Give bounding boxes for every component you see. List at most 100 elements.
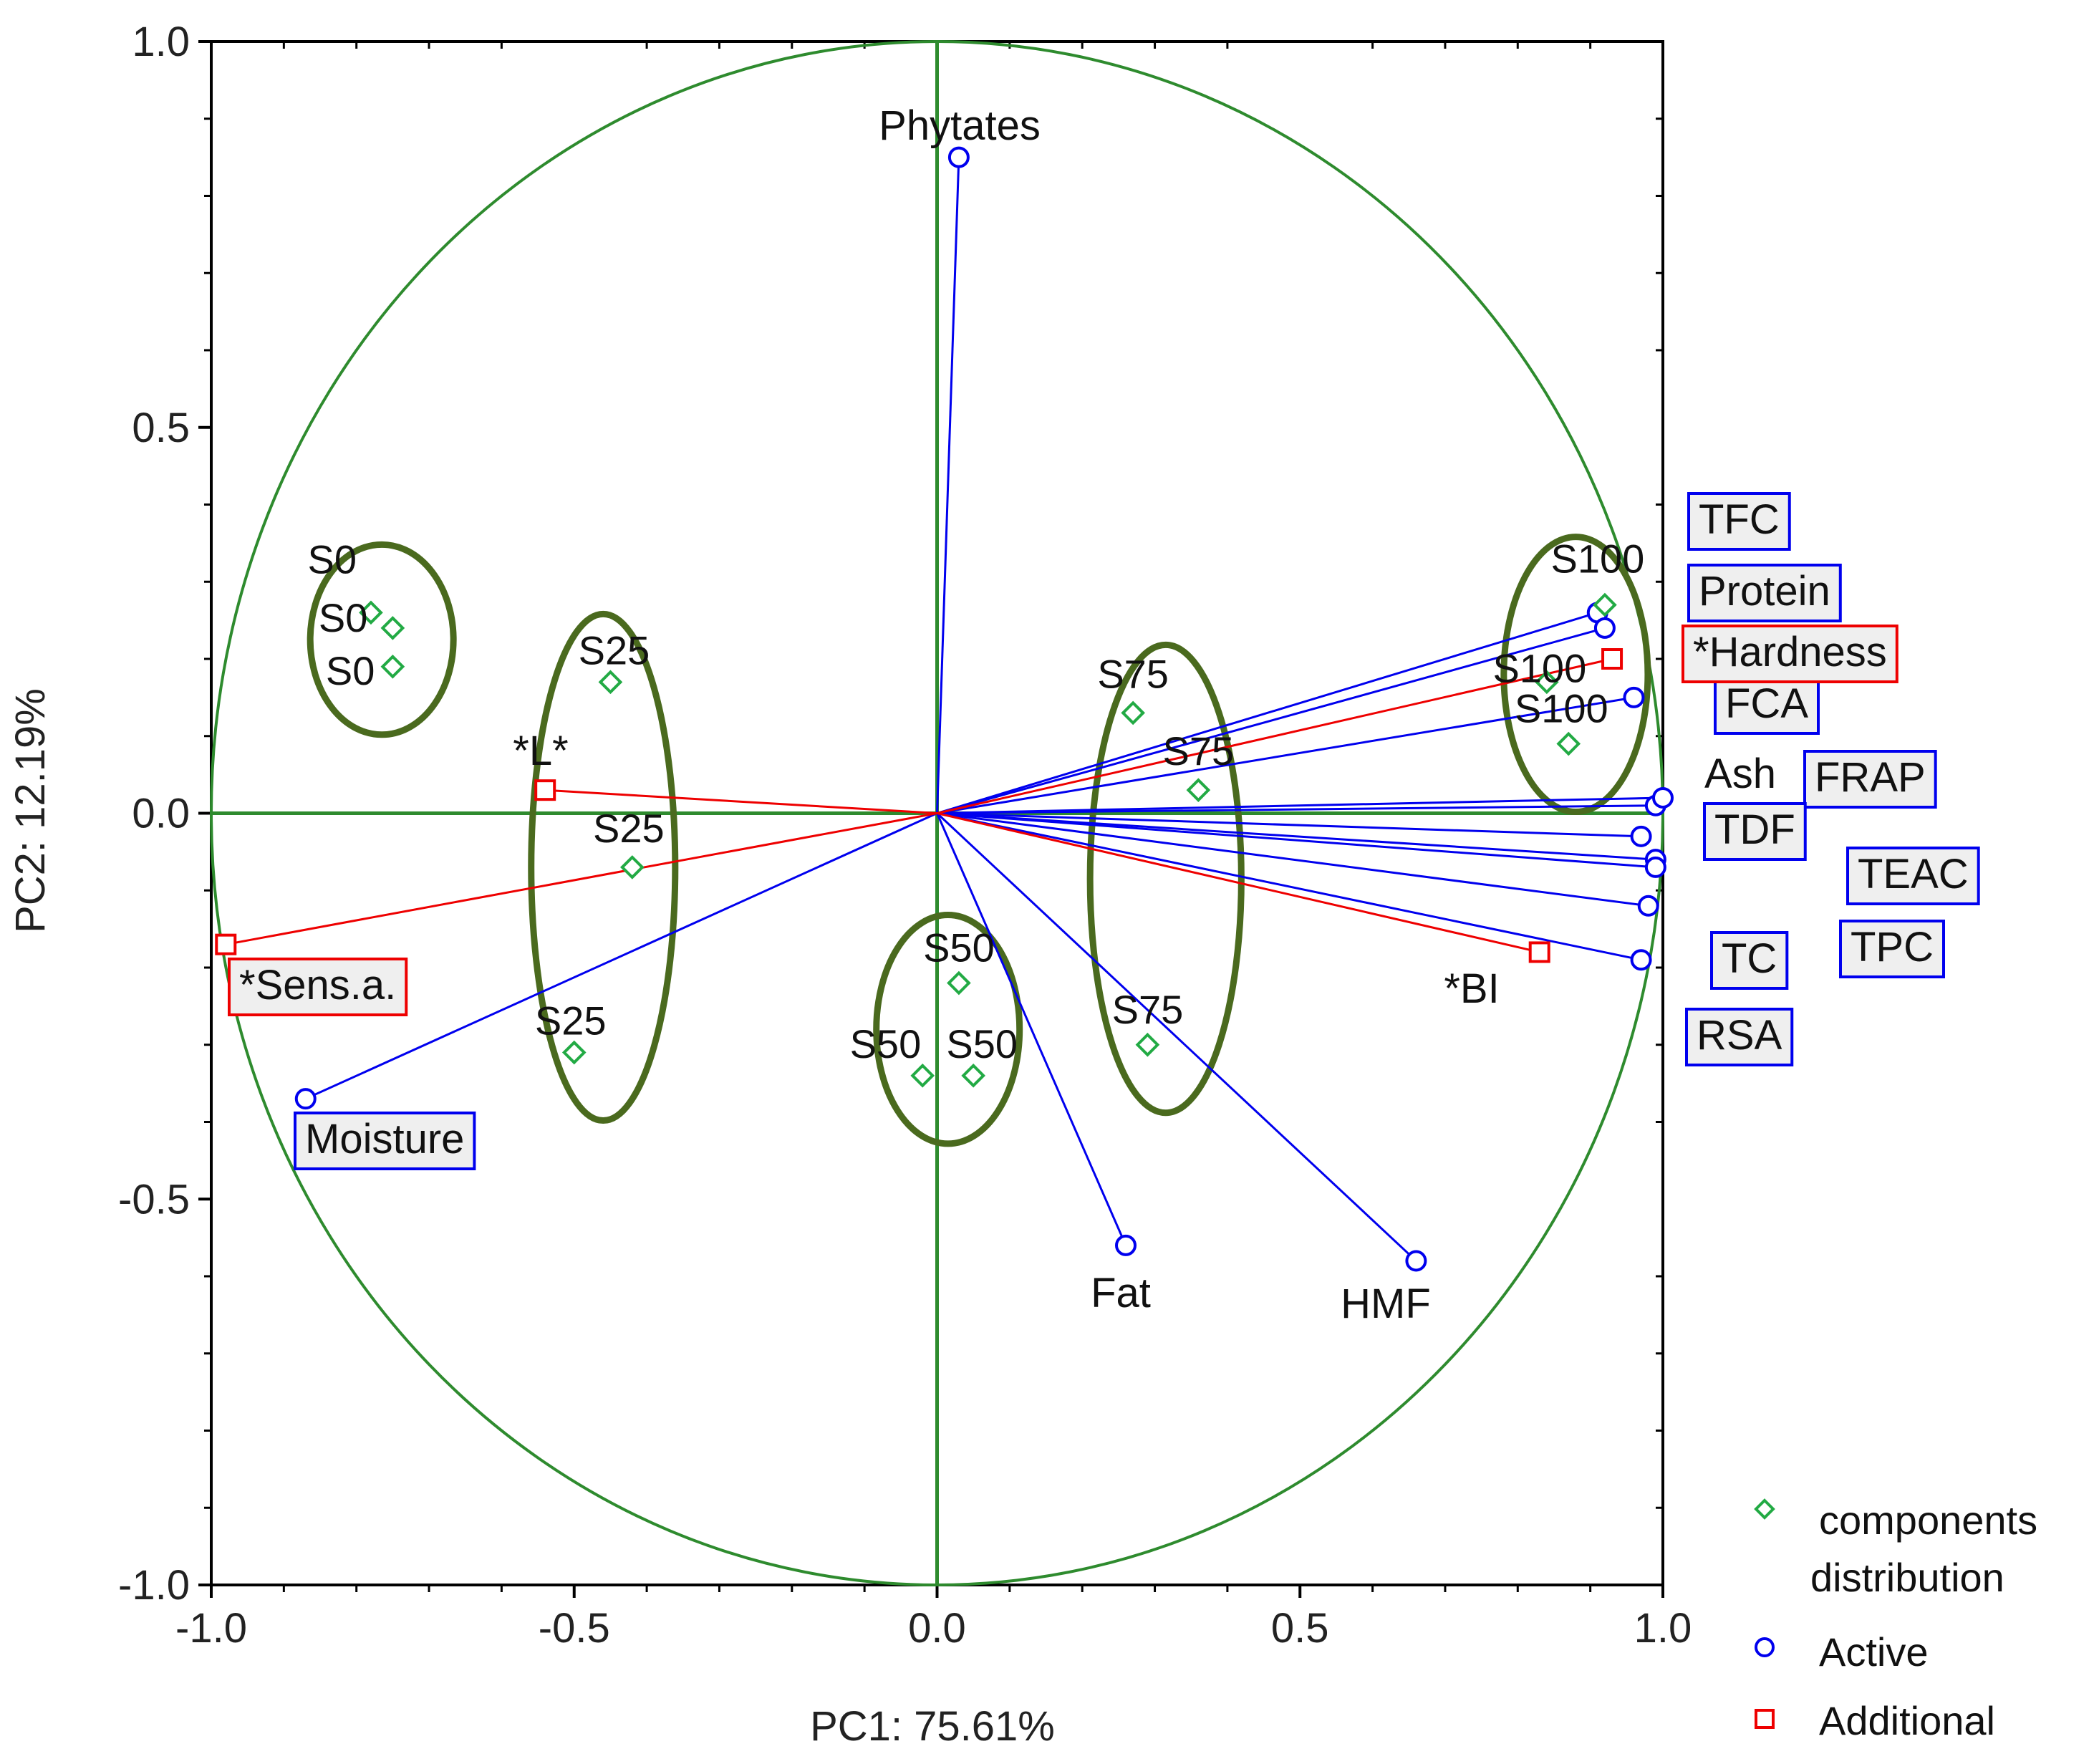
active-label-teac-box-frame [1846,847,1980,905]
active-point-rsa [1630,949,1652,971]
sample-point-s25 [561,1040,587,1065]
active-label-tfc-box: TFC [1687,492,1791,551]
active-label-moisture-box-frame [294,1112,476,1170]
y-tick-label: 0.0 [132,791,190,837]
active-label-frap: FRAP [1815,754,1926,801]
sample-label-s50: S50 [850,1021,922,1066]
vector-bi [937,812,1540,953]
legend-components-label-line2: distribution [1810,1555,2004,1600]
y-tick-label: -1.0 [118,1562,190,1609]
sample-point-s100 [1535,670,1559,695]
vector-ash [937,804,1656,814]
group-ellipse-s0 [307,541,457,738]
sample-point-s50 [961,1064,986,1088]
active-label-protein: Protein [1699,568,1830,614]
active-point-hmf [1405,1250,1427,1272]
active-label-fat: Fat [1091,1270,1151,1316]
active-label-moisture: Moisture [305,1116,464,1162]
y-tick-label: -0.5 [118,1176,190,1223]
vector-rsa [937,812,1641,961]
additional-label-sensa: *Sens.a. [239,962,396,1008]
active-point-moisture [294,1088,317,1110]
additional-label-bi: *BI [1444,965,1499,1012]
legend-components-marker-icon [1754,1498,1775,1520]
vector-hardness [937,657,1613,814]
vector-sensa [225,812,937,946]
active-point-protein [1593,617,1616,639]
sample-point-s75 [1186,778,1211,803]
legend: components distribution Active Additiona… [1754,1498,2037,1743]
sample-label-s75: S75 [1097,651,1169,696]
group-ellipse-s25 [528,610,679,1124]
sample-label-s50: S50 [923,925,995,970]
active-point-phytates [947,146,970,168]
additional-label-l: *L* [513,728,568,774]
sample-label-s0: S0 [319,595,368,640]
sample-label-s100: S100 [1515,686,1608,731]
group-ellipse-s75 [1086,641,1245,1117]
active-label-rsa: RSA [1697,1012,1782,1059]
active-label-frap-box: FRAP [1803,750,1937,809]
legend-item-active: Active [1755,1629,1929,1674]
loading-vectors [225,157,1664,1262]
legend-additional-label: Additional [1819,1698,1995,1743]
active-label-tc: TC [1722,935,1777,982]
legend-item-additional: Additional [1755,1698,1995,1743]
x-tick-label: -1.0 [175,1605,247,1652]
additional-label-hardness-box: *Hardness [1682,625,1898,683]
legend-item-components: components distribution [1754,1498,2037,1600]
active-label-tc-box: TC [1710,931,1789,990]
active-point-tc [1637,895,1659,917]
sample-point-s0 [380,654,405,679]
sample-point-s50 [947,970,971,996]
sample-group-ellipses [307,534,1651,1147]
sample-point-s75 [1135,1032,1160,1057]
active-label-fca-box-frame [1714,676,1820,735]
active-label-tpc-box-frame [1839,920,1945,978]
sample-label-s0: S0 [307,536,357,582]
vector-fca [937,696,1634,814]
x-tick-label: 0.0 [908,1605,966,1652]
active-label-teac: TEAC [1858,851,1969,897]
vector-frap [937,796,1664,814]
vector-hmf [936,812,1417,1262]
vector-tc [937,812,1649,907]
group-ellipse-s100 [1500,534,1651,816]
sample-label-s75: S75 [1163,728,1235,773]
additional-label-sensa-box: *Sens.a. [228,958,408,1016]
sample-label-s100: S100 [1551,536,1645,582]
vector-l [545,789,937,814]
active-point-frap [1652,786,1674,809]
vector-fat [936,812,1127,1246]
sample-point-s25 [620,855,645,879]
active-label-teac-box: TEAC [1846,847,1980,905]
vector-tfc [937,611,1598,814]
active-point-fca [1623,686,1645,708]
sample-point-s25 [598,670,623,695]
active-label-rsa-box: RSA [1685,1008,1794,1066]
x-tick-label: 1.0 [1634,1605,1692,1652]
sample-point-s75 [1121,700,1145,726]
additional-label-sensa-box-frame [228,958,408,1016]
sample-label-s75: S75 [1112,987,1184,1032]
sample-point-s100 [1556,731,1581,756]
active-point-tdf [1630,825,1652,847]
additional-point-hardness [1601,648,1623,670]
vector-protein [937,627,1606,814]
vector-moisture [305,812,938,1100]
axis-ticks: -1.0 -0.5 0.0 0.5 1.0 1.0 0.5 0.0 -0.5 -1.0 [118,19,1692,1652]
y-tick-label: 1.0 [132,19,190,65]
sample-label-s25: S25 [535,998,607,1044]
y-axis-title: PC2: 12.19% [7,688,54,933]
additional-label-hardness-box-frame [1682,625,1898,683]
vector-teac [937,812,1656,861]
legend-active-label: Active [1819,1629,1929,1674]
active-label-fca: FCA [1725,680,1808,727]
y-tick-label: 0.5 [132,405,190,451]
active-label-tdf: TDF [1714,806,1795,853]
sample-label-s100: S100 [1492,645,1586,690]
active-label-protein-box: Protein [1687,564,1842,622]
active-label-tdf-box-frame [1703,802,1807,861]
active-label-tpc: TPC [1851,924,1934,970]
